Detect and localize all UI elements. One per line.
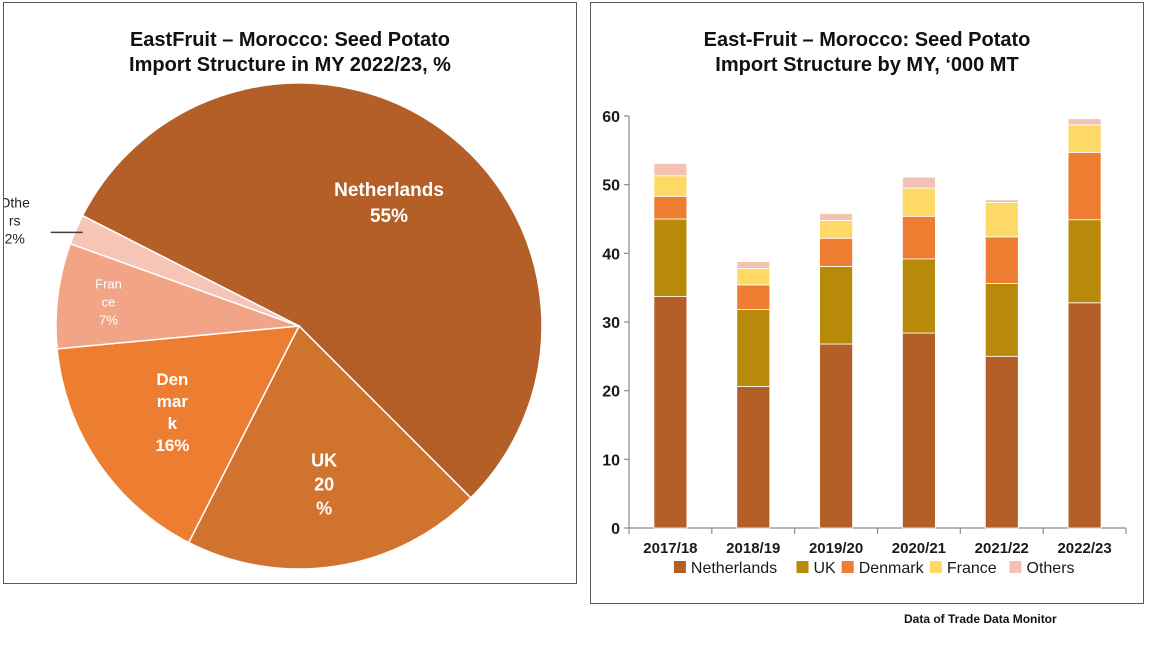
x-tick-label: 2018/19 [726,540,780,557]
bar-chart-title: East-Fruit – Morocco: Seed Potato Import… [591,28,1143,78]
legend-item-netherlands: Netherlands [673,560,777,577]
bar-segment-netherlands [984,355,1019,529]
bar-chart-panel: East-Fruit – Morocco: Seed Potato Import… [590,2,1144,604]
bar-segment-france [1067,124,1102,153]
bar-segment-netherlands [901,332,936,529]
legend-label: UK [814,560,837,577]
bar-segment-denmark [653,195,688,220]
bar-segment-netherlands [736,386,771,529]
bar-segment-others [819,213,854,221]
bar-segment-denmark [984,236,1019,284]
bar-segment-others [1067,118,1102,126]
y-tick-label: 50 [602,178,620,195]
x-tick-label: 2022/23 [1057,540,1111,557]
x-tick-label: 2017/18 [643,540,697,557]
pie-label-netherlands: Netherlands 55% [334,180,444,227]
legend-item-france: France [929,560,997,577]
pie-label-others-line: rs [9,212,21,228]
source-note: Data of Trade Data Monitor [904,612,1057,626]
bar-segment-france [901,187,936,217]
pie-chart: Netherlands 55% UK 20 % Den mar k 16% Fran ce 7% Oth… [4,82,543,570]
y-tick-label: 40 [602,246,620,263]
y-tick-label: 20 [602,384,620,401]
pie-title-line-1: EastFruit – Morocco: Seed Potato [129,29,451,51]
legend-item-others: Others [1009,560,1075,577]
y-tick-label: 30 [602,315,620,332]
bar-segment-uk [984,283,1019,357]
pie-label-uk-line: % [316,499,332,519]
bar-segment-denmark [901,215,936,260]
pie-label-france-line: 7% [99,313,118,328]
pie-label-france: Fran ce 7% [95,277,122,328]
bar-segment-uk [653,218,688,297]
bar-segment-denmark [819,237,854,267]
x-tick-label: 2020/21 [892,540,946,557]
pie-title-line-2: Import Structure in MY 2022/23, % [129,54,451,76]
pie-label-netherlands-line: 55% [370,206,408,227]
pie-label-france-line: ce [102,295,116,310]
pie-slice-france [55,242,300,350]
bar-title-line-1: East-Fruit – Morocco: Seed Potato [703,29,1031,51]
x-tick-label: 2021/22 [975,540,1029,557]
pie-label-others-line: 2% [5,230,25,246]
bar-segment-france [984,202,1019,238]
pie-label-uk-line: 20 [314,475,334,495]
pie-slice-netherlands [81,82,543,499]
pie-label-france-line: Fran [95,277,122,292]
pie-label-uk: UK 20% [311,451,337,519]
bar-segment-others [653,162,688,177]
legend-swatch [841,561,854,573]
pie-slice-uk [187,324,472,570]
legend-swatch [796,561,809,573]
legend-swatch [929,561,942,573]
legend-item-uk: UK [796,560,837,577]
x-tick-label: 2019/20 [809,540,863,557]
bar-segment-others [736,261,771,269]
pie-chart-panel: EastFruit – Morocco: Seed Potato Import … [3,2,577,584]
pie-slice-others [69,214,300,327]
bar-segment-others [984,199,1019,203]
stacked-bar-chart: 0 10 20 30 40 50 60 2017/18 2018/19 2019/20 2020/2… [602,109,1127,577]
pie-label-denmark-line: Den [156,370,188,389]
bar-segment-uk [901,258,936,334]
pie-label-netherlands-line: Netherlands [334,180,444,201]
bar-segment-france [819,219,854,239]
legend-label: Others [1027,560,1075,577]
bar-segment-france [653,175,688,197]
legend-label: Netherlands [691,560,777,577]
legend-swatch [673,561,686,573]
bar-segment-uk [736,309,771,387]
y-tick-label: 60 [602,109,620,126]
legend-swatch [1009,561,1022,573]
pie-slice-denmark [56,325,301,544]
bar-segment-uk [1067,219,1102,304]
y-tick-label: 0 [611,521,620,538]
bar-segment-france [736,267,771,286]
pie-label-uk-line: UK [311,451,337,471]
pie-label-others: Othe rs 2% [4,194,30,246]
pie-label-denmark-line: mar [157,392,189,411]
pie-label-denmark-line: k [168,414,178,433]
pie-label-denmark: Den mar k 16% [155,370,189,455]
pie-chart-title: EastFruit – Morocco: Seed Potato Import … [4,28,576,78]
y-tick-label: 10 [602,452,620,469]
bar-segment-denmark [736,284,771,310]
bar-segment-netherlands [819,343,854,529]
bar-segment-uk [819,265,854,345]
bar-segment-netherlands [1067,302,1102,529]
bar-segment-netherlands [653,296,688,529]
bar-title-line-2: Import Structure by MY, ‘000 MT [715,54,1019,76]
bar-segment-others [901,176,936,189]
legend-item-denmark: Denmark [841,560,925,577]
bar-segment-denmark [1067,151,1102,221]
legend-label: Denmark [859,560,925,577]
legend-label: France [947,560,997,577]
pie-label-others-line: Othe [4,194,30,210]
pie-label-denmark-line: 16% [155,436,189,455]
